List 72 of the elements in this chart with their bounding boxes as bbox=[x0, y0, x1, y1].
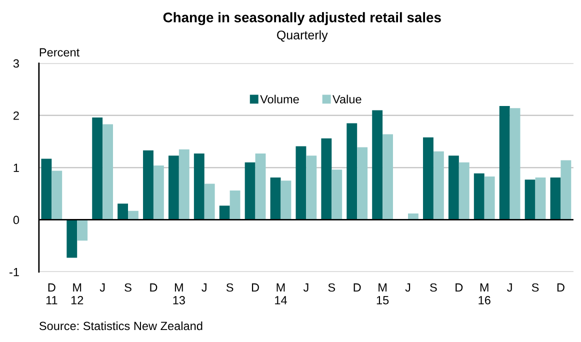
bar bbox=[296, 146, 306, 220]
y-tick-label: 1 bbox=[14, 164, 19, 172]
bar bbox=[52, 170, 62, 220]
x-tick-label: D bbox=[252, 283, 259, 292]
bar bbox=[474, 173, 484, 220]
bar bbox=[448, 156, 459, 220]
bar bbox=[499, 106, 510, 220]
y-axis-title: Percent bbox=[40, 48, 80, 57]
bar bbox=[143, 150, 154, 220]
x-tick-label: S bbox=[124, 283, 132, 292]
bar bbox=[458, 162, 470, 220]
bar bbox=[321, 138, 332, 220]
bar bbox=[178, 149, 190, 220]
legend-label: Value bbox=[332, 94, 362, 104]
x-tick-label: M 13 bbox=[173, 283, 185, 304]
bar bbox=[128, 210, 138, 220]
bar bbox=[280, 180, 292, 220]
x-tick-label: J bbox=[303, 283, 308, 292]
bar bbox=[306, 156, 317, 220]
bar bbox=[346, 123, 358, 220]
y-tick-label: 3 bbox=[13, 59, 19, 68]
x-tick-label: D 11 bbox=[46, 283, 58, 304]
x-tick-label: J bbox=[100, 283, 105, 292]
bar bbox=[41, 158, 52, 220]
y-tick-label: 2 bbox=[14, 111, 19, 120]
bar bbox=[244, 162, 256, 220]
x-tick-label: S bbox=[226, 283, 234, 292]
bar bbox=[372, 110, 383, 220]
bar bbox=[423, 137, 434, 220]
chart-subtitle: Quarterly bbox=[277, 30, 328, 42]
bar bbox=[153, 165, 164, 220]
y-tick-label: -1 bbox=[10, 268, 19, 276]
x-tick-label: S bbox=[532, 283, 539, 292]
bar bbox=[230, 190, 240, 220]
x-tick-label: S bbox=[430, 283, 437, 292]
bar bbox=[255, 154, 266, 220]
x-tick-label: M 12 bbox=[71, 283, 84, 304]
bar bbox=[270, 177, 281, 220]
bar bbox=[535, 177, 546, 220]
legend-label: Volume bbox=[260, 94, 299, 104]
bar bbox=[66, 220, 78, 258]
bar bbox=[219, 206, 230, 220]
x-tick-label: D bbox=[557, 283, 564, 292]
bar bbox=[118, 204, 128, 220]
bar bbox=[510, 108, 520, 220]
y-tick-label: 0 bbox=[13, 216, 20, 224]
bar bbox=[382, 134, 393, 220]
bar bbox=[194, 154, 204, 220]
x-tick-label: M 14 bbox=[275, 283, 287, 304]
chart-title: Change in seasonally adjusted retail sales bbox=[163, 12, 441, 26]
bar bbox=[433, 151, 444, 220]
source-note: Source: Statistics New Zealand bbox=[39, 321, 202, 330]
bar bbox=[357, 147, 368, 220]
x-tick-label: D bbox=[456, 283, 463, 292]
bar bbox=[332, 170, 342, 220]
bar bbox=[92, 118, 103, 220]
bar bbox=[550, 177, 561, 220]
x-tick-label: J bbox=[202, 283, 206, 292]
bar bbox=[204, 184, 215, 220]
x-tick-label: M 15 bbox=[376, 283, 389, 304]
x-tick-label: D bbox=[354, 283, 361, 292]
bar bbox=[560, 160, 572, 220]
x-tick-label: J bbox=[405, 283, 410, 292]
bar bbox=[168, 156, 179, 220]
bar bbox=[102, 124, 113, 220]
bar bbox=[524, 180, 536, 220]
bar bbox=[484, 176, 495, 220]
x-tick-label: M 16 bbox=[478, 283, 490, 304]
x-tick-label: D bbox=[150, 283, 158, 292]
x-tick-label: S bbox=[328, 283, 336, 292]
bar bbox=[77, 220, 88, 241]
x-tick-label: J bbox=[507, 283, 512, 292]
